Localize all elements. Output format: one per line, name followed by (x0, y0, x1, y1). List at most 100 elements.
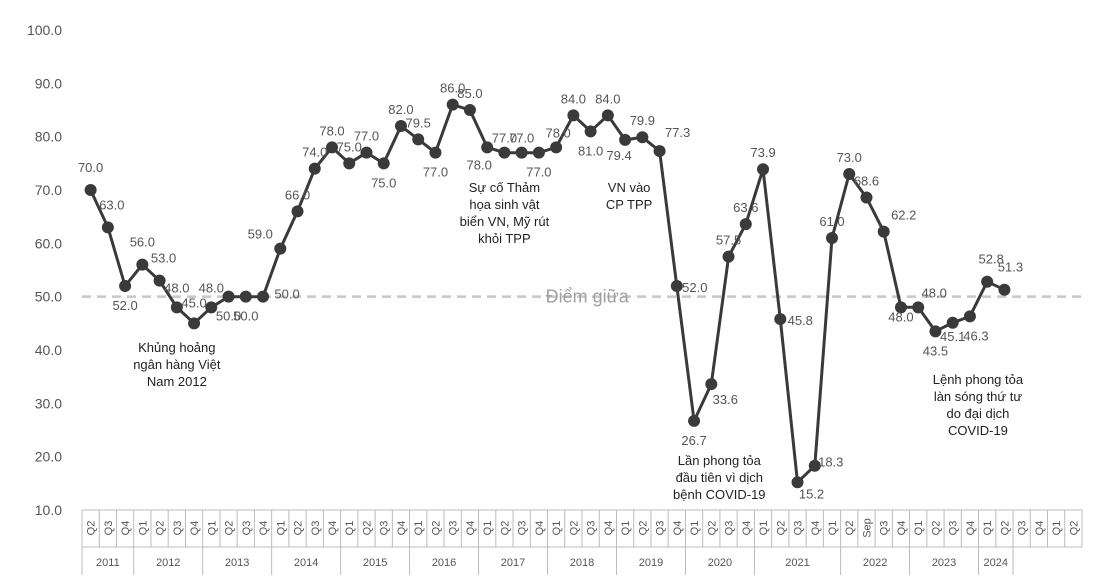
x-tick-label: Q3 (879, 521, 891, 536)
data-point (463, 104, 476, 116)
x-tick-label: Q3 (586, 521, 598, 536)
x-tick-label: Q3 (948, 521, 960, 536)
x-tick-label: Q3 (793, 521, 805, 536)
data-label: 53.0 (151, 251, 176, 266)
data-label: 70.0 (78, 160, 103, 175)
data-point (153, 274, 166, 287)
data-label: 45.0 (181, 295, 206, 310)
data-point (101, 221, 114, 234)
annotation-line: họa sinh vật (469, 197, 539, 212)
x-tick-label: Q1 (620, 521, 632, 536)
data-point (636, 131, 649, 144)
x-tick-label: Q4 (896, 521, 908, 536)
year-label: 2024 (984, 557, 1008, 569)
annotation-line: biển VN, Mỹ rút (460, 214, 550, 229)
data-label: 77.0 (423, 165, 448, 180)
data-label: 43.5 (923, 343, 948, 358)
data-label: 61.0 (819, 214, 844, 229)
year-label: 2020 (708, 557, 732, 569)
data-point (170, 301, 183, 314)
data-point (274, 242, 287, 255)
annotation-text: Khủng hoảng ngân hàng Việt Nam 2012 (133, 340, 221, 389)
data-point (308, 162, 321, 175)
annotation-text: Lần phong tỏa đầu tiên vì dịch bệnh COVID-… (673, 453, 766, 502)
data-point (188, 317, 201, 330)
x-tick-label: Q4 (672, 521, 684, 536)
data-label: 26.7 (681, 433, 706, 448)
y-tick-label: 80.0 (35, 129, 62, 145)
annotation-line: CP TPP (606, 197, 652, 212)
x-tick-label: Q2 (706, 521, 718, 536)
data-point (912, 301, 925, 314)
x-tick-label: Q1 (482, 521, 494, 536)
midpoint-label: Điểm giữa (546, 287, 630, 307)
x-tick-label: Q2 (224, 521, 236, 536)
data-point (239, 290, 252, 303)
data-point (567, 109, 580, 122)
data-point (429, 146, 442, 159)
data-label: 77.0 (354, 129, 379, 144)
year-label: 2014 (294, 557, 318, 569)
data-label: 84.0 (595, 91, 620, 106)
year-label: 2022 (863, 557, 887, 569)
annotation-text: Lệnh phong tỏa làn sóng thứ tư do đại dịch… (933, 372, 1024, 438)
data-point (412, 133, 425, 146)
data-point (601, 109, 614, 122)
data-label: 78.0 (467, 157, 492, 172)
data-point (257, 290, 270, 303)
data-point (136, 258, 149, 271)
x-tick-label: Q1 (913, 521, 925, 536)
data-label: 45.8 (788, 313, 813, 328)
annotation-line: đầu tiên vì dịch (676, 470, 763, 485)
data-label: 77.0 (509, 131, 534, 146)
annotation-line: Lệnh phong tỏa (933, 372, 1024, 387)
x-tick-label: Q4 (327, 521, 339, 536)
year-label: 2011 (96, 557, 120, 569)
year-label: 2015 (363, 557, 387, 569)
data-label: 48.0 (199, 280, 224, 295)
series-line (84, 98, 1011, 489)
x-tick-label: Q1 (551, 521, 563, 536)
x-tick-label: Q4 (258, 521, 270, 536)
data-label: 52.0 (682, 280, 707, 295)
x-tick-label: Sep (861, 518, 873, 538)
data-label: 18.3 (818, 455, 843, 470)
data-label: 52.0 (112, 298, 137, 313)
annotation-line: làn sóng thứ tư (934, 389, 1023, 404)
data-label: 78.0 (319, 123, 344, 138)
data-label: 50.0 (233, 309, 258, 324)
year-label: 2017 (501, 557, 525, 569)
data-point (791, 476, 804, 489)
data-point (826, 232, 838, 244)
data-label: 79.4 (606, 148, 631, 163)
annotation-line: VN vào (608, 180, 651, 195)
x-tick-label: Q4 (603, 521, 615, 536)
x-tick-label: Q4 (465, 521, 477, 536)
y-tick-label: 30.0 (35, 395, 62, 411)
data-point (877, 225, 890, 238)
x-tick-label: Q2 (568, 521, 580, 536)
data-label: 74.0 (302, 145, 327, 160)
annotation-line: Khủng hoảng (138, 340, 215, 355)
data-point (515, 146, 528, 159)
data-point (722, 250, 735, 263)
x-tick-label: Q2 (293, 521, 305, 536)
year-label: 2016 (432, 557, 456, 569)
y-tick-label: 10.0 (35, 502, 62, 518)
annotations: Khủng hoảng ngân hàng Việt Nam 2012 Sự cố T… (133, 180, 1024, 502)
data-point (757, 163, 770, 176)
data-point (963, 310, 976, 323)
annotation-line: Lần phong tỏa (678, 453, 762, 468)
data-point (774, 313, 787, 326)
x-tick-label: Q3 (448, 521, 460, 536)
data-point (394, 120, 407, 132)
data-label: 81.0 (578, 143, 603, 158)
data-point (808, 459, 821, 472)
data-label: 63.6 (733, 200, 758, 215)
data-point (705, 378, 718, 391)
x-tick-label: Q1 (206, 521, 218, 536)
year-label: 2023 (932, 557, 956, 569)
data-point (653, 145, 666, 158)
x-tick-label: Q2 (844, 521, 856, 536)
data-label: 77.0 (492, 131, 517, 146)
